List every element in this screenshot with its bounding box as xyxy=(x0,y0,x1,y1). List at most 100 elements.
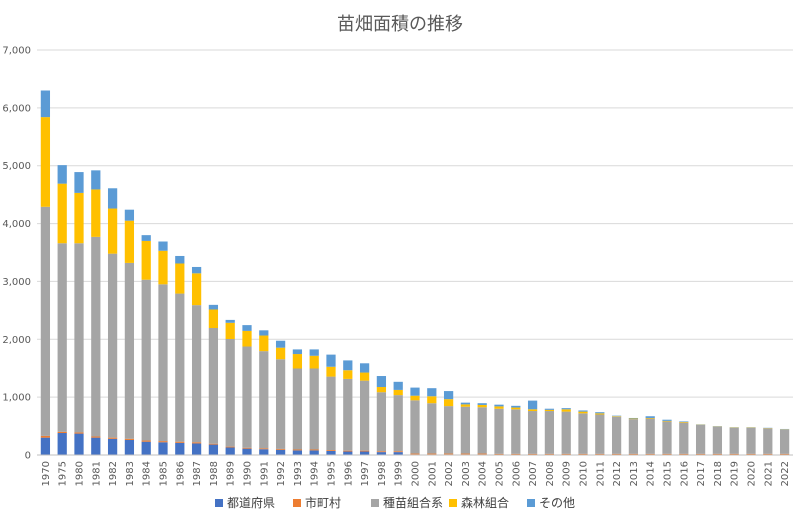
x-tick-label: 1988 xyxy=(209,461,220,486)
bar-segment xyxy=(494,404,504,407)
bar-segment xyxy=(561,453,571,455)
bar-segment xyxy=(443,399,454,407)
y-tick-label: 2,000 xyxy=(2,335,31,346)
x-tick-label: 2014 xyxy=(646,461,657,486)
x-tick-label: 2021 xyxy=(763,461,774,486)
bar-segment xyxy=(343,451,353,455)
bar-segment xyxy=(191,442,202,444)
bar-segment xyxy=(309,368,319,450)
bar-segment xyxy=(410,400,420,454)
bar-segment xyxy=(376,392,387,452)
bar-segment xyxy=(578,413,588,454)
bar-segment xyxy=(225,319,235,323)
bar-segment xyxy=(158,284,168,442)
bar-segment xyxy=(309,449,319,451)
bar-segment xyxy=(107,208,118,254)
bar-segment xyxy=(158,241,168,251)
bar-segment xyxy=(124,262,135,439)
bar-segment xyxy=(477,453,487,455)
bar-segment xyxy=(259,448,269,450)
bar-segment xyxy=(40,435,51,438)
x-tick-label: 1975 xyxy=(58,461,69,486)
bar-segment xyxy=(695,424,706,454)
bar-segment xyxy=(662,421,672,454)
x-tick-label: 1980 xyxy=(75,461,86,486)
bar-segment xyxy=(225,447,235,455)
bar-segment xyxy=(343,450,353,452)
bar-segment xyxy=(645,416,655,418)
bar-segment xyxy=(427,388,437,397)
bar-segment xyxy=(611,453,622,455)
x-tick-label: 2016 xyxy=(679,461,690,486)
x-tick-label: 1981 xyxy=(91,461,102,486)
bar-segment xyxy=(225,322,235,339)
x-tick-label: 2010 xyxy=(579,461,590,486)
bar-segment xyxy=(309,349,319,356)
y-tick-label: 3,000 xyxy=(2,277,31,288)
bar-segment xyxy=(326,376,336,451)
bar-segment xyxy=(292,354,303,369)
bar-segment xyxy=(393,451,403,453)
bar-segment xyxy=(175,441,185,443)
bar-segment xyxy=(343,370,353,379)
x-tick-label: 2022 xyxy=(780,461,791,486)
bar-segment xyxy=(679,421,689,423)
bar-segment xyxy=(40,206,51,436)
bar-segment xyxy=(57,183,67,244)
bar-segment xyxy=(427,396,437,404)
bar-segment xyxy=(729,427,739,454)
bar-segment xyxy=(40,117,51,207)
bar-segment xyxy=(628,418,639,420)
bar-segment xyxy=(292,368,303,450)
legend-label: 市町村 xyxy=(305,495,341,510)
bar-segment xyxy=(326,366,336,377)
bar-segment xyxy=(259,330,269,336)
bar-segment xyxy=(595,413,605,415)
x-tick-label: 1997 xyxy=(360,461,371,486)
bar-segment xyxy=(259,335,269,352)
bar-segment xyxy=(679,422,689,454)
bar-segment xyxy=(595,453,605,455)
bar-segment xyxy=(460,453,471,455)
x-tick-label: 2000 xyxy=(411,461,422,486)
x-tick-label: 2020 xyxy=(747,461,758,486)
x-tick-label: 1983 xyxy=(125,461,136,486)
bar-segment xyxy=(628,453,639,455)
bar-segment xyxy=(292,449,303,451)
bar-segment xyxy=(91,437,101,455)
legend-label: その他 xyxy=(539,496,575,510)
bar-segment xyxy=(74,192,84,244)
bar-segment xyxy=(779,429,790,454)
x-tick-label: 1992 xyxy=(276,461,287,486)
x-tick-label: 2017 xyxy=(696,461,707,486)
bar-segment xyxy=(91,189,101,237)
bar-segment xyxy=(242,346,252,448)
bar-segment xyxy=(191,305,202,443)
bar-segment xyxy=(527,409,538,412)
x-tick-label: 2005 xyxy=(495,461,506,486)
chart-title: 苗畑面積の推移 xyxy=(337,14,463,35)
bar-segment xyxy=(695,453,706,455)
bar-segment xyxy=(662,420,672,422)
x-tick-label: 1987 xyxy=(192,461,203,486)
bar-segment xyxy=(410,453,420,455)
bar-segment xyxy=(645,453,655,455)
bar-segment xyxy=(376,452,387,455)
bar-segment xyxy=(427,453,437,455)
y-tick-label: 0 xyxy=(25,451,31,462)
bar-segment xyxy=(309,450,319,455)
x-tick-label: 2006 xyxy=(511,461,522,486)
bar-segment xyxy=(124,439,135,455)
legend-swatch xyxy=(449,499,457,507)
bar-segment xyxy=(208,328,219,444)
bar-segment xyxy=(242,330,252,347)
bar-segment xyxy=(124,220,135,263)
bar-segment xyxy=(359,450,370,452)
bar-segment xyxy=(107,438,118,455)
bar-segment xyxy=(40,437,51,455)
bar-segment xyxy=(595,414,605,454)
x-tick-label: 2018 xyxy=(713,461,724,486)
bar-segment xyxy=(443,406,454,454)
bar-segment xyxy=(141,279,151,441)
bar-segment xyxy=(477,407,487,454)
